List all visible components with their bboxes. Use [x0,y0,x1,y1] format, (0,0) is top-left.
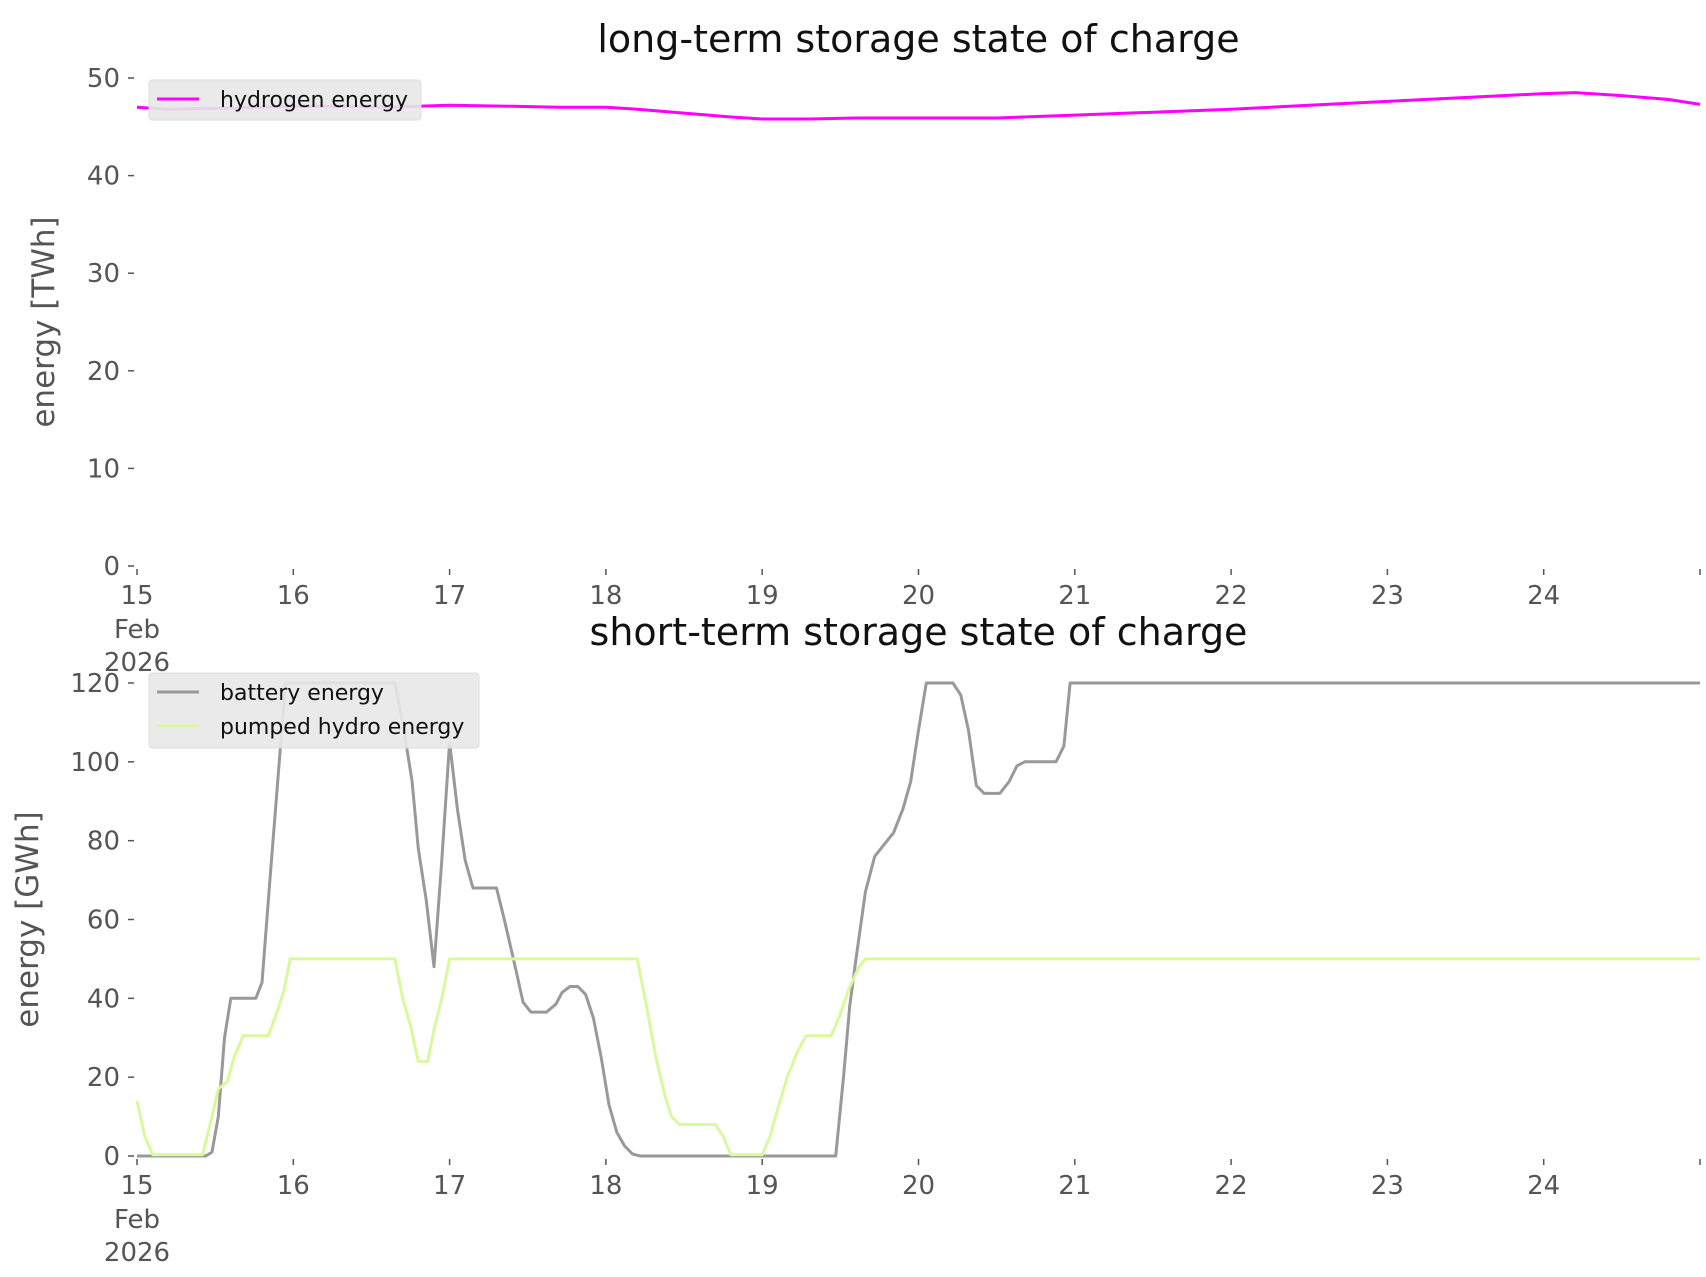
x-tick-label: 18 [589,581,622,611]
legend-box [148,79,422,121]
legend-label: hydrogen energy [220,88,408,113]
chart-title: short-term storage state of charge [590,610,1248,654]
x-tick-label: 17 [433,1171,466,1201]
y-tick-label: 60 [87,906,120,936]
x-tick-label: 20 [902,1171,935,1201]
x-tick-label: 16 [277,1171,310,1201]
y-tick-label: 0 [103,552,120,582]
chart-title: long-term storage state of charge [597,17,1239,61]
x-tick-label: 22 [1215,1171,1248,1201]
y-tick-label: 10 [87,454,120,484]
y-tick-label: 30 [87,259,120,289]
x-tick-label: 24 [1527,581,1560,611]
legend-label: battery energy [220,681,384,706]
y-tick-label: 40 [87,162,120,192]
short-term-storage-chart: short-term storage state of charge energy… [10,610,1701,1268]
y-tick-label: 20 [87,357,120,387]
y-tick-label: 40 [87,984,120,1014]
x-tick-label: 21 [1058,1171,1091,1201]
x-tick-label: 15 [120,581,153,611]
x-tick-label: 22 [1215,581,1248,611]
y-axis-label: energy [GWh] [10,811,46,1027]
x-tick-label: 21 [1058,581,1091,611]
y-tick-label: 100 [70,748,120,778]
x-tick-label: 23 [1371,581,1404,611]
long-term-storage-chart: long-term storage state of charge energy … [26,17,1701,678]
x-tick-sublabel: 2026 [104,1238,170,1268]
x-tick-sublabel: Feb [114,615,160,645]
x-tick-label: 19 [746,1171,779,1201]
y-axis-label: energy [TWh] [26,216,62,427]
series-line-pumped-hydro-energy [135,957,1700,1157]
legend: hydrogen energy [148,79,422,121]
x-tick-label: 16 [277,581,310,611]
x-tick-label: 20 [902,581,935,611]
x-tick-label: 18 [589,1171,622,1201]
x-tick-label: 24 [1527,1171,1560,1201]
y-tick-label: 120 [70,669,120,699]
series-line-battery-energy [137,681,1700,1158]
x-tick-label: 15 [120,1171,153,1201]
x-tick-label: 23 [1371,1171,1404,1201]
x-tick-label: 17 [433,581,466,611]
legend: battery energy pumped hydro energy [148,672,480,749]
x-tick-label: 19 [746,581,779,611]
legend-label: pumped hydro energy [220,715,464,740]
y-tick-label: 0 [103,1142,120,1172]
legend-box [148,672,480,749]
y-tick-label: 50 [87,64,120,94]
y-tick-label: 20 [87,1063,120,1093]
y-tick-label: 80 [87,827,120,857]
x-tick-sublabel: Feb [114,1205,160,1235]
